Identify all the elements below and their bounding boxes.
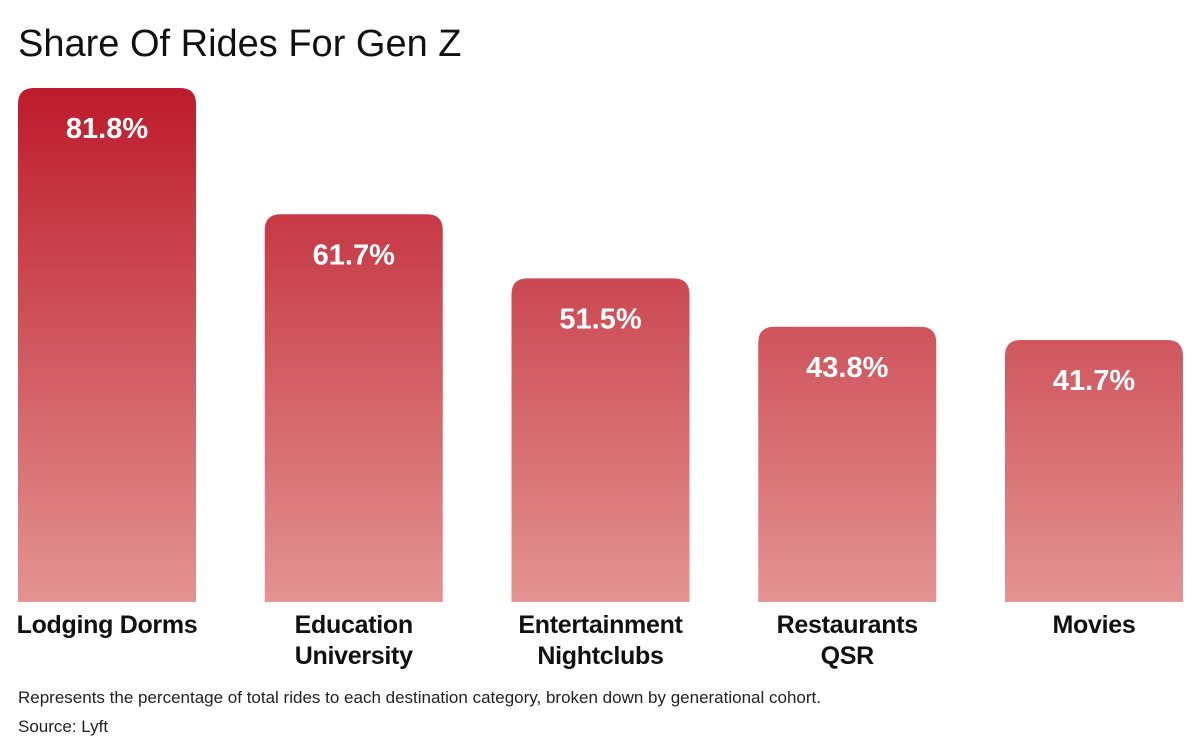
value-label: 61.7% — [313, 239, 395, 271]
bar — [264, 214, 443, 603]
value-label: 81.8% — [66, 113, 148, 145]
bar — [511, 278, 690, 602]
value-label: 41.7% — [1053, 365, 1135, 397]
category-label: Movies — [1052, 611, 1136, 639]
bar — [758, 326, 937, 602]
category-label: Education University — [294, 611, 413, 670]
source: Source: Lyft — [18, 717, 109, 736]
category-label: Lodging Dorms — [16, 611, 198, 639]
bar — [1005, 339, 1183, 602]
category-label: Restaurants QSR — [776, 611, 919, 670]
value-label: 51.5% — [559, 303, 641, 335]
chart-title: Share Of Rides For Gen Z — [18, 23, 462, 65]
category-label: Entertainment Nightclubs — [518, 611, 683, 670]
bar — [18, 88, 196, 602]
note: Represents the percentage of total rides… — [18, 688, 821, 707]
value-label: 43.8% — [806, 352, 888, 384]
